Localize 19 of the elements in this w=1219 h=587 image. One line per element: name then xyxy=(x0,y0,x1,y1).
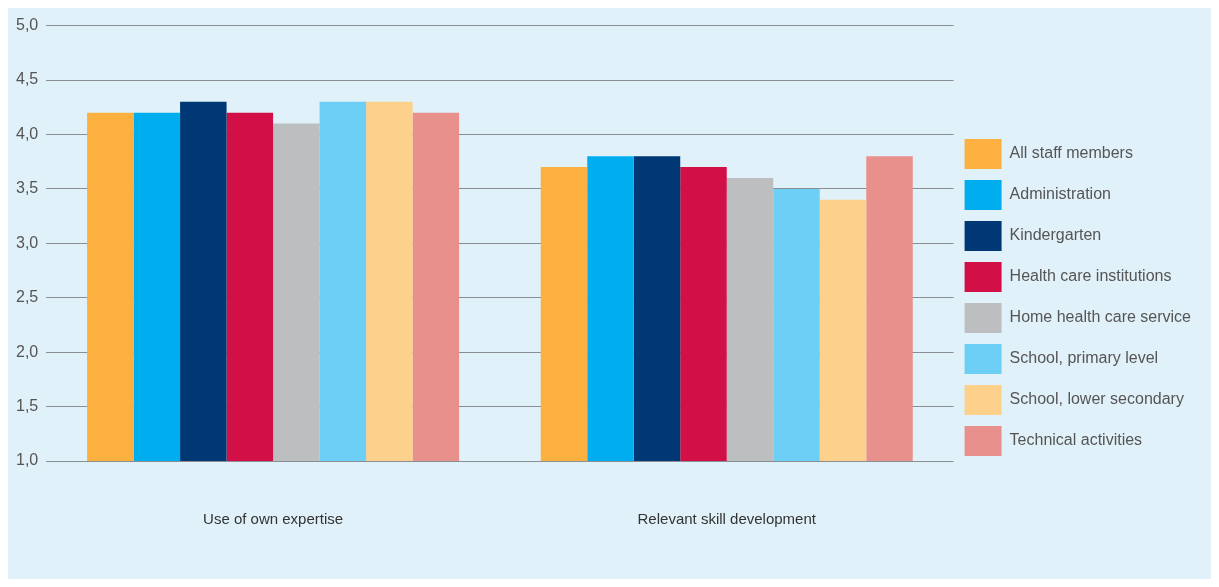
y-tick-label: 1,0 xyxy=(15,451,39,469)
y-tick-label: 3,0 xyxy=(15,233,39,251)
x-tick-label: Use of own expertise xyxy=(203,510,344,528)
legend-label: Administration xyxy=(1009,185,1111,203)
legend-label: School, primary level xyxy=(1009,349,1159,367)
legend-label: Home health care service xyxy=(1009,308,1192,326)
x-tick-label: Relevant skill development xyxy=(637,510,817,528)
legend-label: Health care institutions xyxy=(1009,267,1172,285)
y-tick-label: 3,5 xyxy=(15,179,39,197)
y-tick-label: 2,0 xyxy=(15,342,39,360)
legend-label: School, lower secondary xyxy=(1009,390,1184,408)
y-tick-label: 4,5 xyxy=(15,70,39,88)
y-tick-label: 1,5 xyxy=(15,396,39,414)
y-tick-label: 5,0 xyxy=(15,16,39,34)
y-tick-label: 4,0 xyxy=(15,124,39,142)
legend-label: Technical activities xyxy=(1009,431,1143,449)
legend-label: All staff members xyxy=(1009,144,1133,162)
y-tick-label: 2,5 xyxy=(15,288,39,306)
legend-label: Kindergarten xyxy=(1009,226,1102,244)
